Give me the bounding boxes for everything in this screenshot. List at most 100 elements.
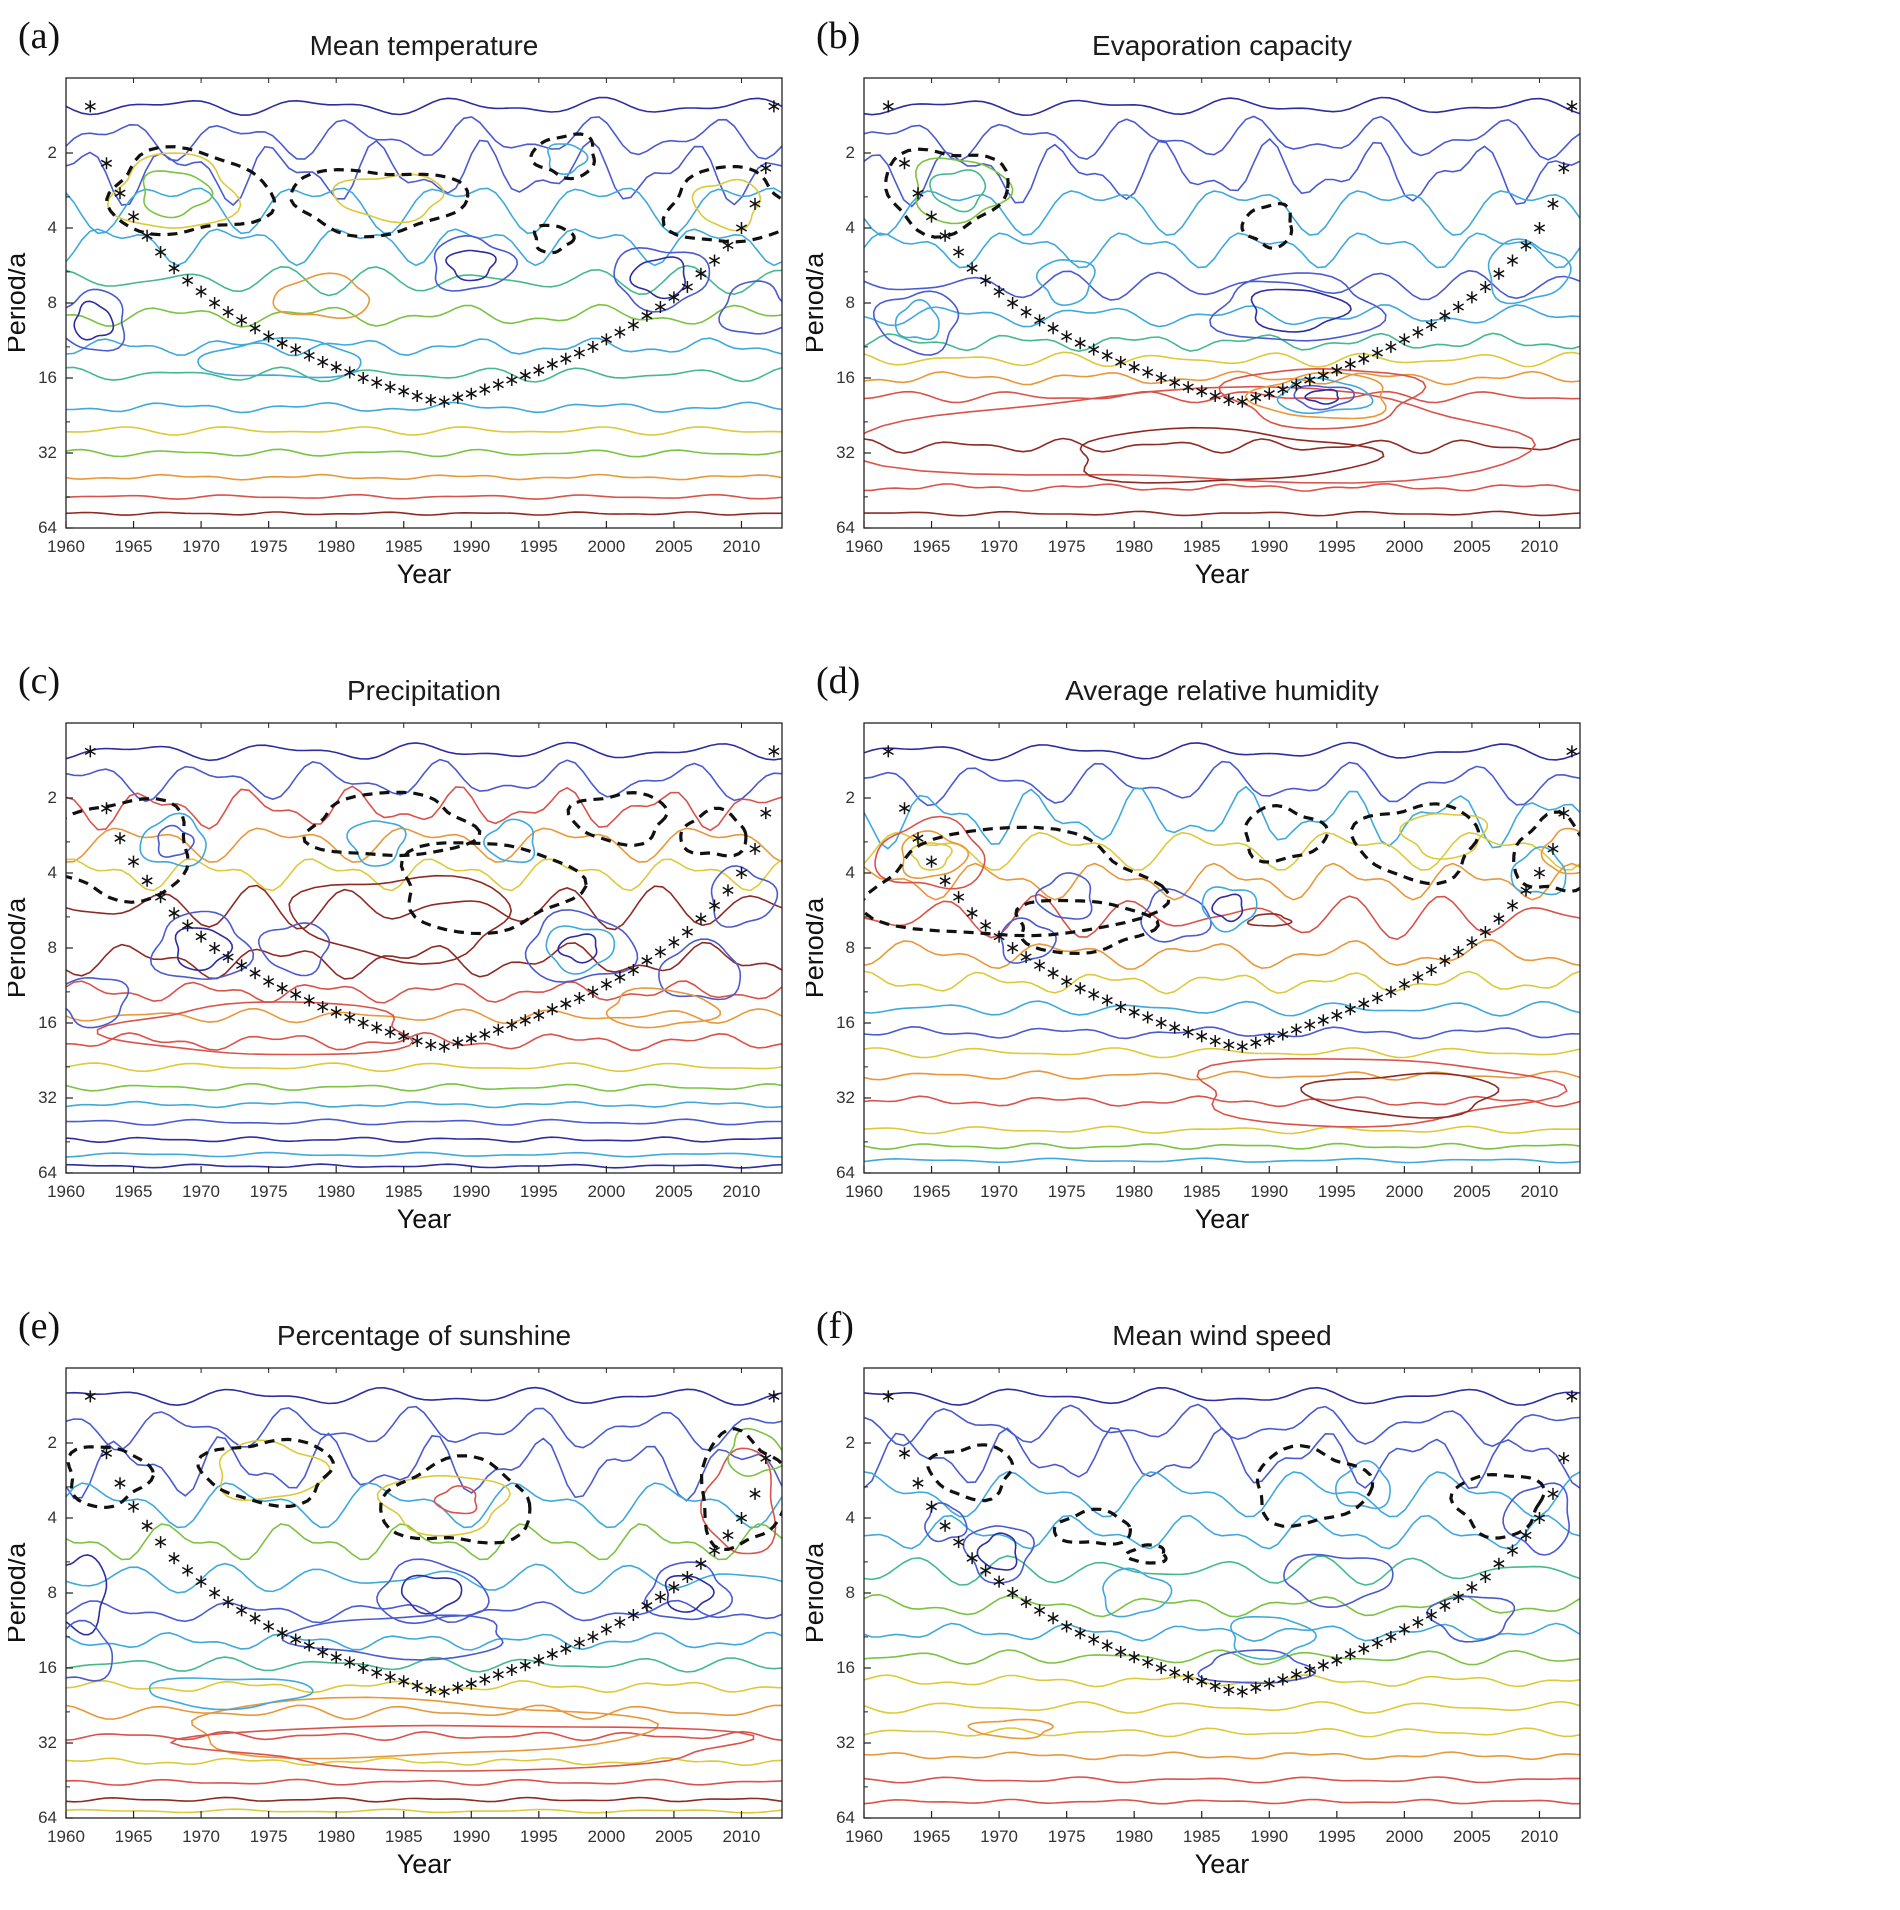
y-tick-label: 64 [836, 518, 855, 537]
panel-mean-temperature: (a) Mean temperature 1960 1965 1970 1975 198… [8, 14, 798, 593]
x-tick-label: 2010 [723, 1182, 761, 1201]
significance-contour [379, 1454, 532, 1545]
cone-of-influence-asterisks [84, 745, 780, 1053]
significance-contour [399, 841, 588, 936]
x-tick-label: 1980 [317, 1182, 355, 1201]
contour-field [864, 741, 1580, 1164]
x-tick-label: 1980 [1115, 1182, 1153, 1201]
significance-contour [196, 1437, 335, 1509]
x-tick-label: 1965 [115, 1182, 153, 1201]
panel-average-relative-humidity: (d) Average relative humidity 1960 1965 19… [806, 659, 1596, 1238]
y-tick-label: 32 [836, 1733, 855, 1752]
x-tick-label: 1980 [1115, 537, 1153, 556]
y-tick-label: 4 [48, 218, 57, 237]
y-tick-label: 8 [846, 293, 855, 312]
x-tick-label: 1985 [1183, 1182, 1221, 1201]
significance-contour [661, 165, 782, 244]
y-tick-label: 16 [38, 368, 57, 387]
significance-contour [289, 167, 470, 239]
x-tick-label: 1970 [980, 537, 1018, 556]
significance-contour [1052, 1507, 1133, 1546]
panel-label: (e) [18, 1305, 61, 1347]
x-tick-label: 2010 [1521, 1182, 1559, 1201]
x-tick-label: 1995 [520, 1182, 558, 1201]
significance-contour [532, 223, 576, 255]
x-tick-label: 2005 [1453, 1827, 1491, 1846]
x-tick-label: 1990 [1250, 1827, 1288, 1846]
significance-contour [66, 1445, 156, 1510]
x-tick-label: 1995 [1318, 537, 1356, 556]
x-tick-label: 1975 [1048, 1827, 1086, 1846]
significance-contour [699, 1427, 782, 1552]
wavelet-plot-mean-wind-speed: 1960 1965 1970 1975 1980 1985 1990 1995 2000 2005… [806, 1367, 1581, 1879]
significance-contour [1014, 898, 1160, 956]
y-tick-label: 16 [38, 1013, 57, 1032]
y-tick-label: 64 [38, 1163, 57, 1182]
x-tick-label: 1970 [980, 1827, 1018, 1846]
panel-title: Precipitation [346, 675, 502, 706]
y-tick-label: 4 [48, 863, 57, 882]
contour-field [66, 741, 782, 1169]
panel-title: Evaporation capacity [1092, 30, 1352, 61]
x-tick-label: 2000 [587, 1827, 625, 1846]
y-axis-title: Period/a [8, 897, 31, 999]
x-tick-label: 1990 [452, 1182, 490, 1201]
y-axis-title: Period/a [806, 1542, 829, 1644]
x-tick-label: 2000 [587, 1182, 625, 1201]
x-tick-label: 1965 [913, 537, 951, 556]
y-tick-label: 16 [38, 1658, 57, 1677]
x-axis-title: Year [1195, 559, 1250, 589]
x-tick-label: 1990 [452, 537, 490, 556]
x-tick-label: 1965 [115, 1827, 153, 1846]
axes: 1960 1965 1970 1975 1980 1985 1990 1995 2000 2005… [806, 722, 1581, 1234]
panel-percentage-of-sunshine: (e) Percentage of sunshine 1960 1965 1970 1… [8, 1304, 798, 1883]
significance-contour [302, 790, 482, 858]
y-tick-label: 8 [48, 938, 57, 957]
panel-label: (b) [816, 15, 861, 57]
y-axis-title: Period/a [8, 252, 31, 354]
x-tick-label: 1980 [317, 1827, 355, 1846]
y-tick-label: 4 [846, 863, 855, 882]
x-tick-label: 1995 [1318, 1827, 1356, 1846]
significance-contour [1240, 201, 1294, 250]
x-tick-label: 1980 [317, 537, 355, 556]
x-tick-label: 1985 [385, 1182, 423, 1201]
y-tick-label: 16 [836, 1013, 855, 1032]
x-tick-label: 1960 [845, 1827, 883, 1846]
y-tick-label: 4 [846, 218, 855, 237]
significance-contour [1255, 1444, 1375, 1528]
contour-field [66, 96, 782, 516]
x-tick-label: 1995 [520, 537, 558, 556]
y-tick-label: 32 [38, 1733, 57, 1752]
x-tick-label: 1975 [250, 1827, 288, 1846]
x-tick-label: 1960 [845, 537, 883, 556]
cone-of-influence-asterisks [882, 100, 1578, 408]
x-tick-label: 1990 [1250, 537, 1288, 556]
significance-contour [529, 132, 597, 181]
axes: 1960 1965 1970 1975 1980 1985 1990 1995 2000 2005… [8, 1367, 783, 1879]
x-tick-label: 1985 [385, 1827, 423, 1846]
y-tick-label: 32 [836, 443, 855, 462]
x-axis-title: Year [397, 559, 452, 589]
significance-contour [66, 796, 190, 904]
axes: 1960 1965 1970 1975 1980 1985 1990 1995 2000 2005… [8, 77, 783, 589]
y-tick-label: 16 [836, 1658, 855, 1677]
y-tick-label: 2 [846, 143, 855, 162]
x-tick-label: 2005 [655, 1182, 693, 1201]
significance-contour [566, 790, 669, 847]
y-tick-label: 64 [836, 1808, 855, 1827]
panel-precipitation: (c) Precipitation 1960 1965 1970 1975 1980 19… [8, 659, 798, 1238]
panel-title: Average relative humidity [1065, 675, 1379, 706]
x-tick-label: 2010 [723, 1827, 761, 1846]
x-tick-label: 1985 [385, 537, 423, 556]
y-tick-label: 4 [846, 1508, 855, 1527]
y-tick-label: 2 [846, 1433, 855, 1452]
x-tick-label: 2000 [1385, 1827, 1423, 1846]
x-tick-label: 1960 [47, 1827, 85, 1846]
x-tick-label: 1975 [250, 537, 288, 556]
x-tick-label: 1965 [115, 537, 153, 556]
significance-contour [1349, 802, 1481, 886]
cone-of-influence-asterisks [84, 1390, 780, 1698]
panel-header: (c) Precipitation [8, 659, 798, 713]
x-tick-label: 1990 [1250, 1182, 1288, 1201]
